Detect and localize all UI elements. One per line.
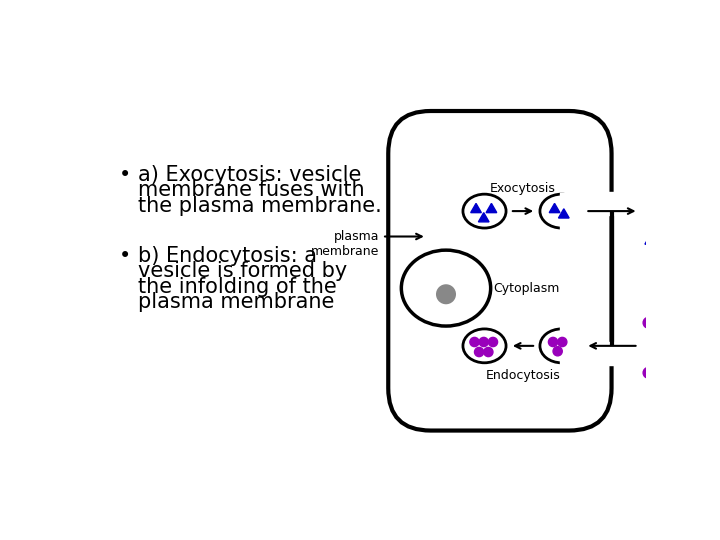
- Polygon shape: [549, 204, 560, 213]
- Circle shape: [474, 347, 484, 356]
- Text: Cytoplasm: Cytoplasm: [494, 281, 560, 295]
- Text: Exocytosis: Exocytosis: [490, 182, 556, 195]
- Circle shape: [558, 338, 567, 347]
- Ellipse shape: [540, 329, 583, 363]
- Circle shape: [651, 345, 662, 355]
- Polygon shape: [486, 204, 497, 213]
- Text: membrane fuses with: membrane fuses with: [138, 180, 364, 200]
- Text: plasma
membrane: plasma membrane: [310, 231, 379, 258]
- Ellipse shape: [401, 250, 490, 326]
- Circle shape: [479, 338, 488, 347]
- Circle shape: [549, 338, 558, 347]
- Text: vesicle is formed by: vesicle is formed by: [138, 261, 347, 281]
- Polygon shape: [651, 207, 665, 219]
- FancyBboxPatch shape: [388, 111, 611, 430]
- Polygon shape: [645, 233, 658, 244]
- Ellipse shape: [463, 194, 506, 228]
- Text: the infolding of the: the infolding of the: [138, 276, 337, 296]
- Ellipse shape: [540, 194, 583, 228]
- Text: a) Exocytosis: vesicle: a) Exocytosis: vesicle: [138, 165, 361, 185]
- Polygon shape: [478, 213, 489, 222]
- Circle shape: [470, 338, 479, 347]
- Polygon shape: [471, 204, 482, 213]
- Text: plasma membrane: plasma membrane: [138, 292, 334, 312]
- Polygon shape: [647, 177, 660, 188]
- Ellipse shape: [463, 329, 506, 363]
- Circle shape: [643, 318, 654, 328]
- Text: Endocytosis: Endocytosis: [485, 369, 560, 382]
- Circle shape: [488, 338, 498, 347]
- Polygon shape: [559, 209, 569, 218]
- Text: •: •: [119, 165, 131, 185]
- Circle shape: [643, 367, 654, 378]
- Text: •: •: [119, 246, 131, 266]
- Circle shape: [484, 347, 493, 356]
- Circle shape: [436, 284, 456, 304]
- Text: b) Endocytosis: a: b) Endocytosis: a: [138, 246, 317, 266]
- Text: Nucleus: Nucleus: [421, 270, 471, 283]
- Text: the plasma membrane.: the plasma membrane.: [138, 195, 382, 215]
- Circle shape: [553, 347, 562, 356]
